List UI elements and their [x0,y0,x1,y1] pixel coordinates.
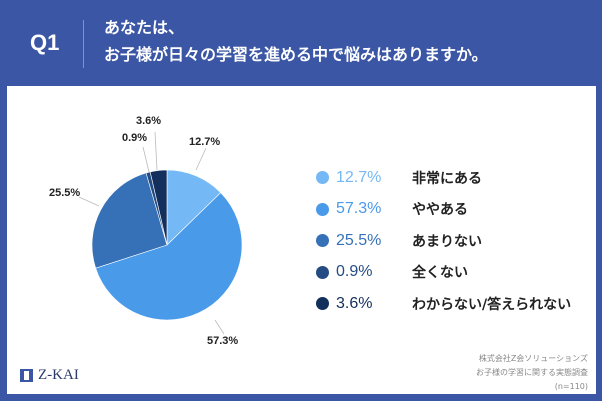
legend-item: 3.6% わからない/答えられない [316,288,571,320]
logo-text: Z-KAI [38,367,79,383]
legend-pct: 25.5% [336,231,382,249]
legend-item: 57.3% ややある [316,194,571,226]
pie-slice [91,172,168,269]
legend-label: 全くない [412,265,468,282]
legend-label: 非常にある [412,170,482,187]
legend-label: わからない/答えられない [412,296,572,313]
pie-label-57-3: 57.3% [207,335,238,347]
leader-lines [78,131,225,335]
z-kai-logo: Z-KAI [20,367,79,384]
legend-dot [316,265,329,279]
title-line-1: あなたは、 [104,18,185,37]
legend-item: 25.5% あまりない [316,225,571,257]
title-line-2: お子様が日々の学習を進める中で悩みはありますか。 [104,45,488,64]
legend-dot [316,234,329,248]
source-survey: お子様の学習に関する実態調査 [476,368,588,377]
legend: 12.7% 非常にある 57.3% ややある 25.5% あまりない 0.9% … [316,162,571,320]
pie-label-3-6: 3.6% [136,115,161,127]
header-divider [83,20,84,68]
legend-pct: 3.6% [336,294,373,312]
logo-mark-icon [20,369,33,382]
legend-item: 0.9% 全くない [316,257,571,289]
pie-label-12-7: 12.7% [189,136,220,148]
legend-pct: 0.9% [336,263,373,281]
legend-dot [316,171,329,185]
legend-dot [316,202,329,216]
pie-slice [166,169,222,246]
source-sample-size: (n=110) [554,382,588,391]
pie-slice [149,169,168,246]
source-company: 株式会社Z会ソリューションズ [478,354,588,363]
pie-slices [91,169,243,321]
question-title: あなたは、 お子様が日々の学習を進める中で悩みはありますか。 [104,14,488,68]
pie-slice [95,192,243,321]
legend-label: あまりない [412,233,482,250]
header: Q1 あなたは、 お子様が日々の学習を進める中で悩みはありますか。 [0,0,602,86]
pie-label-0-9: 0.9% [122,132,147,144]
legend-pct: 57.3% [336,200,382,218]
legend-pct: 12.7% [336,168,382,186]
legend-dot [316,297,329,311]
pie-label-25-5: 25.5% [49,187,80,199]
legend-item: 12.7% 非常にある [316,162,571,194]
question-number: Q1 [30,30,60,55]
legend-label: ややある [412,202,468,219]
source-note: 株式会社Z会ソリューションズ お子様の学習に関する実態調査 (n=110) [476,352,588,394]
